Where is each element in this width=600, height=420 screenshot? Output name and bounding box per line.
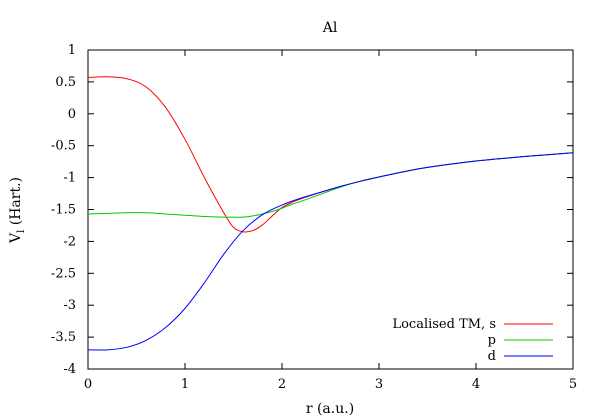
y-axis-label-main: V — [8, 232, 24, 244]
series-line-d — [87, 152, 574, 351]
y-tick-label: 0 — [68, 107, 76, 122]
y-tick-label: -0.5 — [51, 139, 76, 154]
series-line-p — [87, 152, 574, 218]
y-axis-label-suffix: (Hart.) — [8, 177, 24, 230]
series-lines — [87, 76, 574, 351]
y-tick-label: -1 — [63, 171, 76, 186]
x-tick-label: 2 — [278, 377, 286, 392]
y-tick-label: -2 — [63, 234, 76, 249]
tick-labels: 1 0.5 0 -0.5 -1 -1.5 -2 -2.5 -3 -3.5 -4 0 1 2 3 4 5 — [51, 43, 577, 392]
y-tick-label: -4 — [63, 362, 76, 377]
x-axis-label: r (a.u.) — [306, 401, 354, 417]
ticks — [87, 49, 574, 370]
y-axis-label: Vl (Hart.) — [8, 177, 27, 244]
legend-label-s: Localised TM, s — [392, 317, 496, 332]
y-tick-label: 0.5 — [55, 75, 76, 90]
series-line-s — [87, 76, 574, 233]
legend-label-p: p — [488, 333, 496, 348]
y-tick-label: -2.5 — [51, 266, 76, 281]
y-tick-label: -1.5 — [51, 203, 76, 218]
y-tick-label: 1 — [68, 43, 76, 58]
y-tick-label: -3.5 — [51, 330, 76, 345]
y-axis-label-subscript: l — [16, 230, 27, 233]
x-tick-label: 0 — [84, 377, 92, 392]
y-tick-label: -3 — [63, 298, 76, 313]
x-tick-label: 4 — [472, 377, 480, 392]
plot-frame — [87, 49, 574, 370]
legend: Localised TM, s p d — [392, 317, 553, 364]
legend-label-d: d — [488, 349, 496, 364]
x-tick-label: 1 — [181, 377, 189, 392]
x-tick-label: 3 — [375, 377, 383, 392]
chart-title: Al — [322, 20, 338, 36]
x-tick-label: 5 — [569, 377, 577, 392]
